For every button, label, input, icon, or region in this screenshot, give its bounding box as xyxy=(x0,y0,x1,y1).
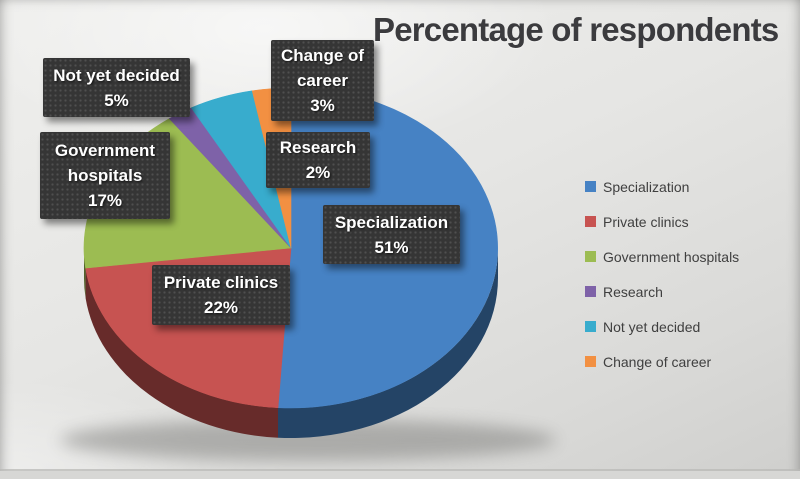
slide-bottom-edge xyxy=(0,469,800,471)
legend-swatch-icon xyxy=(585,181,596,192)
legend: Specialization Private clinics Governmen… xyxy=(585,176,739,386)
data-label-value: 3% xyxy=(310,96,335,115)
data-label-text: Not yet decided xyxy=(53,65,180,85)
data-label-government-hospitals: Government hospitals 17% xyxy=(40,132,170,219)
data-label-text: Change of career xyxy=(280,46,365,90)
chart-title: Percentage of respondents xyxy=(373,11,779,48)
legend-label: Private clinics xyxy=(603,213,689,230)
data-label-value: 5% xyxy=(104,90,129,110)
legend-swatch-icon xyxy=(585,321,596,332)
legend-swatch-icon xyxy=(585,356,596,367)
data-label-value: 22% xyxy=(203,298,239,317)
legend-item-specialization: Specialization xyxy=(585,176,739,197)
data-label-not-yet-decided: Not yet decided 5% xyxy=(43,58,190,117)
data-label-text: Research xyxy=(279,138,357,157)
slide-bottom-band xyxy=(0,471,800,479)
legend-item-research: Research xyxy=(585,281,739,302)
data-label-private-clinics: Private clinics 22% xyxy=(152,265,290,325)
legend-swatch-icon xyxy=(585,216,596,227)
data-label-text: Government hospitals xyxy=(54,141,156,185)
legend-item-government-hospitals: Government hospitals xyxy=(585,246,739,267)
legend-label: Change of career xyxy=(603,353,712,370)
data-label-text: Private clinics xyxy=(163,273,279,292)
data-label-value: 17% xyxy=(87,191,123,210)
data-label-text: Specialization xyxy=(334,212,449,232)
data-label-research: Research 2% xyxy=(266,132,370,188)
data-label-change-of-career: Change of career 3% xyxy=(271,40,374,121)
data-label-value: 51% xyxy=(374,237,409,257)
legend-label: Not yet decided xyxy=(603,318,701,335)
legend-item-private-clinics: Private clinics xyxy=(585,211,739,232)
legend-item-change-of-career: Change of career xyxy=(585,351,739,372)
data-label-value: 2% xyxy=(305,163,331,182)
legend-item-not-yet-decided: Not yet decided xyxy=(585,316,739,337)
legend-label: Government hospitals xyxy=(603,248,740,265)
legend-label: Specialization xyxy=(603,178,690,195)
legend-swatch-icon xyxy=(585,251,596,262)
legend-swatch-icon xyxy=(585,286,596,297)
data-label-specialization: Specialization 51% xyxy=(323,205,460,264)
legend-label: Research xyxy=(603,283,663,300)
